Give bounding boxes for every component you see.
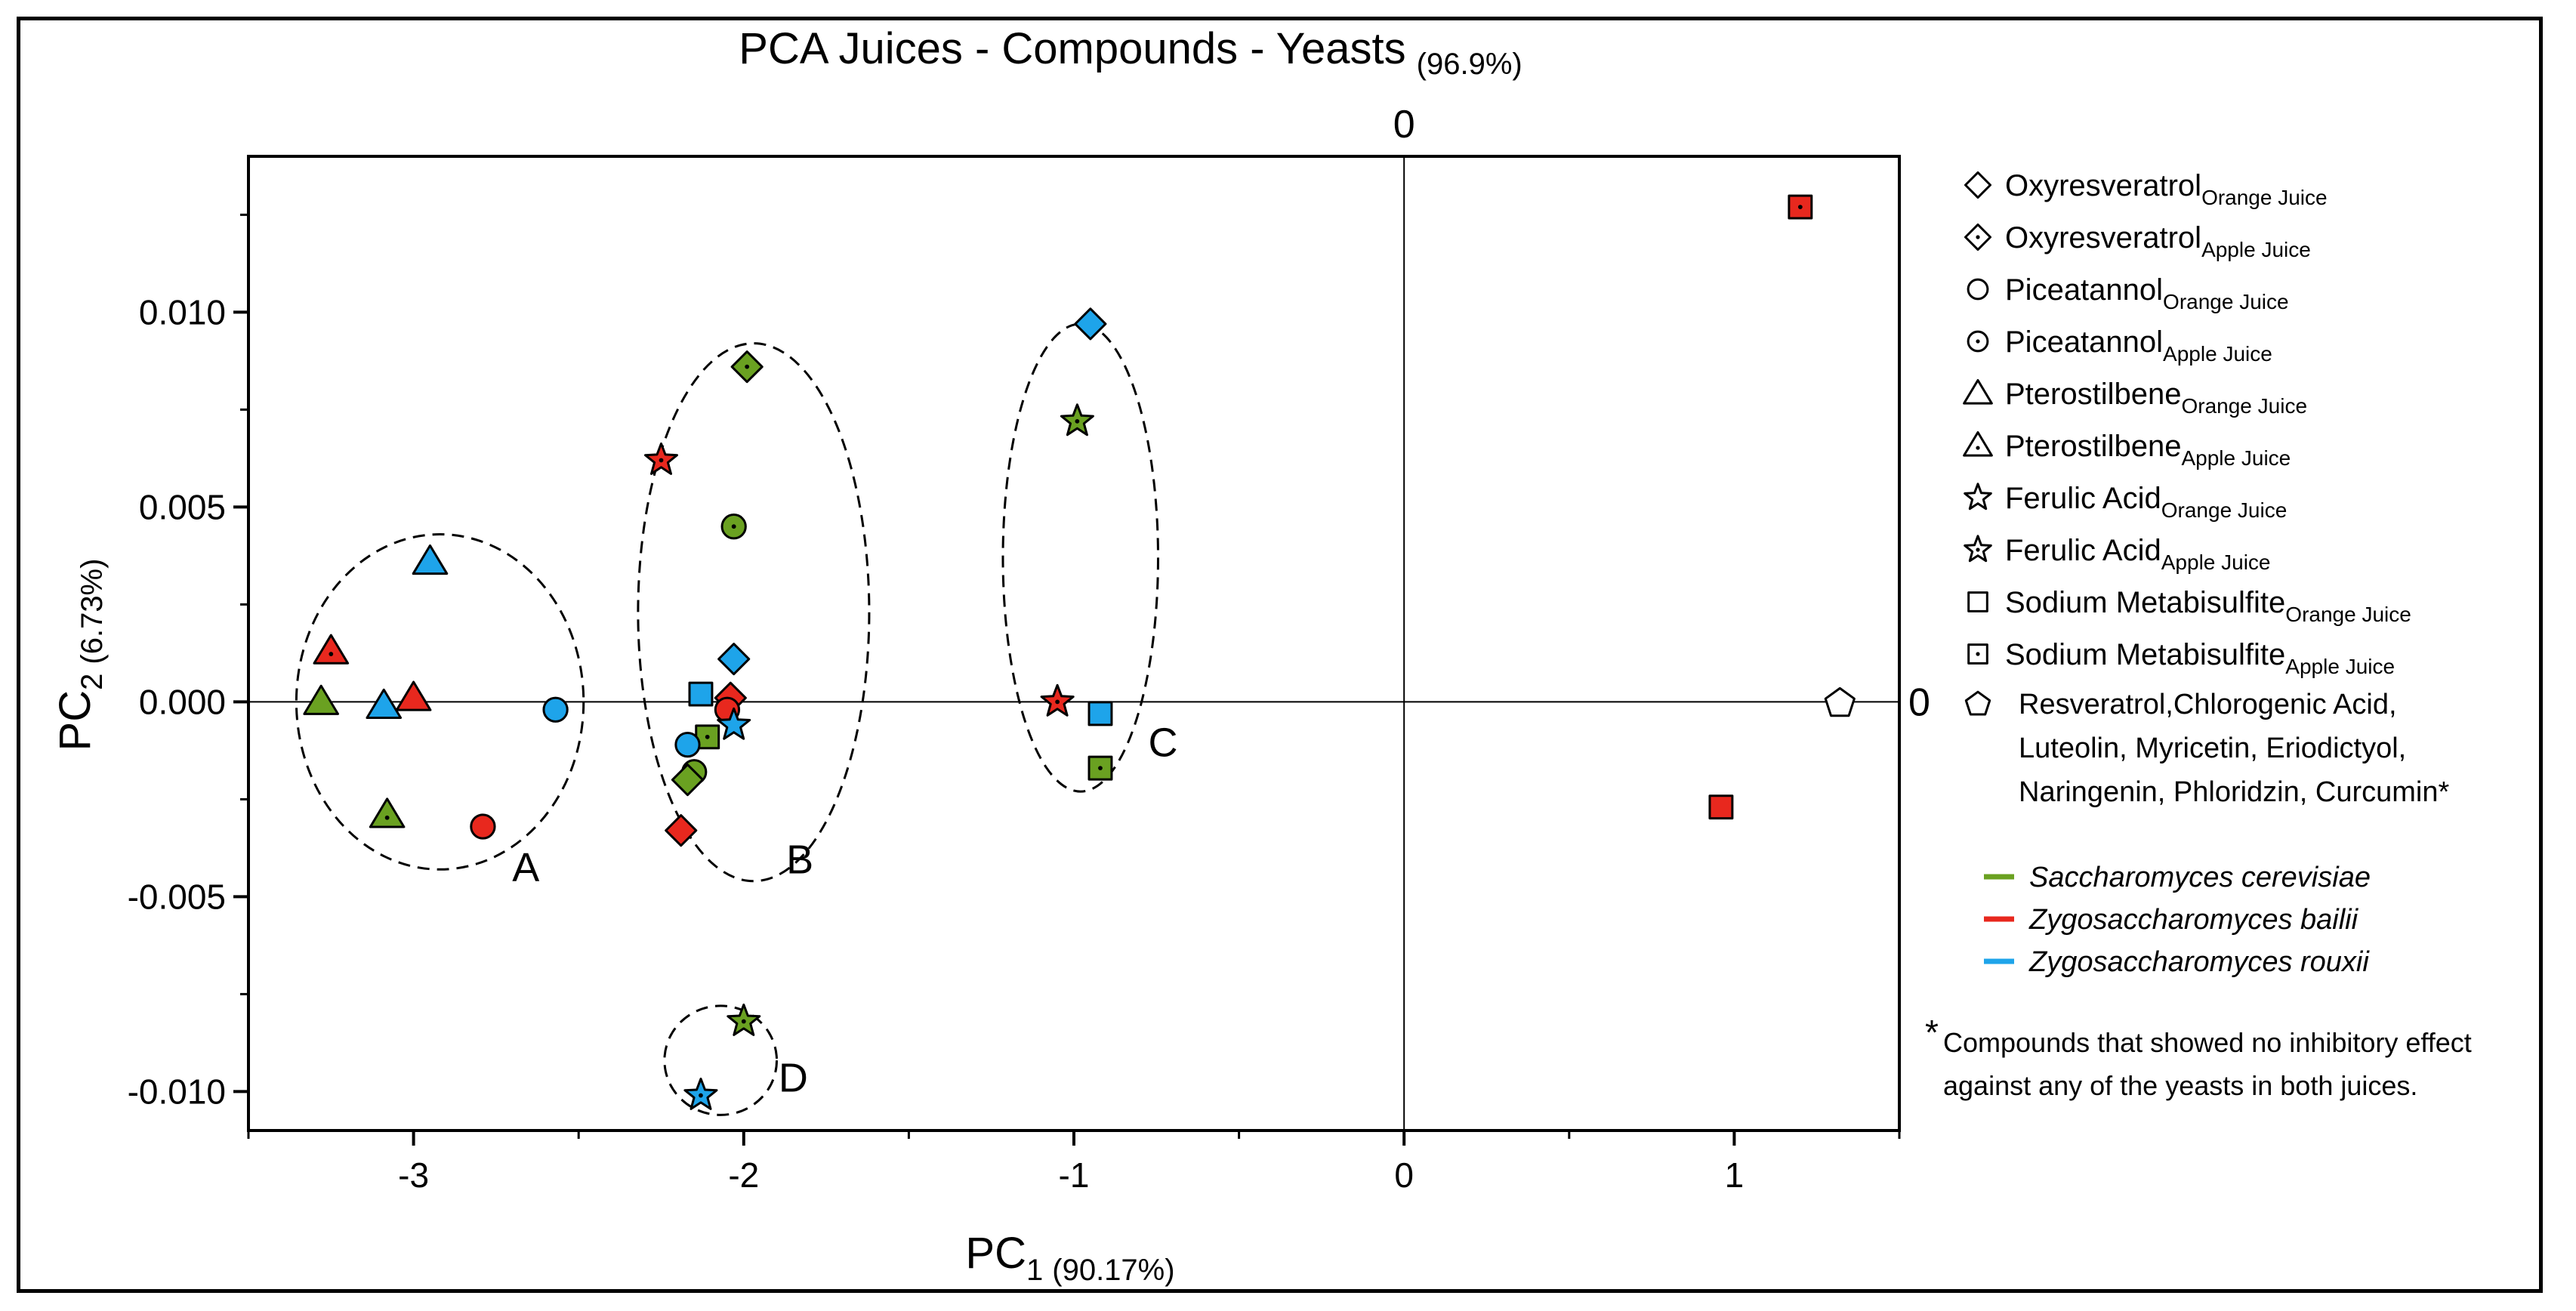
legend-marker-diamond xyxy=(1964,171,1992,199)
data-point xyxy=(366,688,403,719)
data-point xyxy=(1074,307,1107,341)
data-point xyxy=(1087,701,1113,726)
cluster-ellipse-a xyxy=(295,533,585,871)
x-tick-label: -2 xyxy=(728,1155,759,1195)
cluster-ellipse-b xyxy=(637,342,871,883)
legend-marker-star xyxy=(1964,483,1992,511)
legend-compound-label: Ferulic AcidOrange Juice xyxy=(2005,482,2287,522)
data-point xyxy=(665,814,698,847)
legend-compound-label: PiceatannolApple Juice xyxy=(2005,325,2272,366)
y-tick-label: 0.005 xyxy=(139,487,226,526)
data-point xyxy=(395,680,432,711)
legend-marker-square-dot xyxy=(1967,643,1988,665)
legend-pentagon-line: Luteolin, Myricetin, Eriodictyol, xyxy=(2019,733,2406,764)
cluster-label-a: A xyxy=(512,845,539,890)
legend-marker-pentagon xyxy=(1964,690,1991,716)
chart-title: PCA Juices - Compounds - Yeasts (96.9%) xyxy=(739,24,1522,81)
y-tick-label: 0.000 xyxy=(139,682,226,721)
legend-compound-label: PiceatannolOrange Juice xyxy=(2005,273,2289,313)
data-point xyxy=(730,350,764,384)
legend-marker-circle xyxy=(1967,278,1989,301)
legend-pentagon-line: Naringenin, Phloridzin, Curcumin* xyxy=(2019,776,2449,808)
y-tick-label: -0.005 xyxy=(128,877,226,916)
cluster-label-c: C xyxy=(1149,720,1178,766)
footnote-line: against any of the yeasts in both juices… xyxy=(1943,1070,2417,1101)
cluster-ellipse-c xyxy=(1001,322,1159,793)
data-point xyxy=(303,684,339,715)
footnote-asterisk: * xyxy=(1925,1013,1939,1052)
legend-yeast-label: Zygosaccharomyces rouxii xyxy=(2028,946,2370,978)
data-point xyxy=(688,681,714,707)
data-point xyxy=(313,634,350,665)
y-tick-label: -0.010 xyxy=(128,1072,226,1111)
data-point xyxy=(542,696,569,723)
cluster-label-b: B xyxy=(786,837,813,882)
data-point xyxy=(717,643,751,676)
data-point xyxy=(695,724,720,750)
legend-yeast-label: Zygosaccharomyces bailii xyxy=(2028,904,2359,936)
legend-marker-triangle xyxy=(1963,379,1993,405)
data-point xyxy=(412,544,449,575)
data-point xyxy=(1708,794,1734,820)
legend-pentagon-line: Resveratrol,Chlorogenic Acid, xyxy=(2019,689,2397,720)
cluster-label-d: D xyxy=(779,1055,808,1100)
x-axis-label: PC1 (90.17%) xyxy=(965,1229,1174,1287)
data-point xyxy=(369,797,406,828)
data-point xyxy=(727,1003,761,1036)
y-axis-label: PC2(6.73%) xyxy=(51,559,109,751)
data-point xyxy=(720,514,747,540)
data-point xyxy=(1788,194,1813,220)
data-point xyxy=(674,732,701,758)
legend-marker-star-dot xyxy=(1964,535,1992,563)
data-point xyxy=(1087,755,1113,781)
data-point xyxy=(1824,686,1856,717)
data-point xyxy=(644,442,678,475)
footnote-line: Compounds that showed no inhibitory effe… xyxy=(1943,1027,2472,1058)
top-zero-label: 0 xyxy=(1393,103,1415,147)
pca-chart: PCA Juices - Compounds - Yeasts (96.9%) -… xyxy=(51,24,2472,1287)
plot-area-border xyxy=(247,155,1901,1132)
data-point xyxy=(671,763,705,797)
figure-frame: PCA Juices - Compounds - Yeasts (96.9%) -… xyxy=(17,17,2543,1293)
legend-marker-diamond-dot xyxy=(1964,223,1992,251)
legend-marker-circle-dot xyxy=(1967,330,1989,353)
x-tick-label: -3 xyxy=(398,1155,429,1195)
data-point xyxy=(717,707,751,740)
cluster-ellipse-d xyxy=(663,1004,779,1116)
legend-compound-label: PterostilbeneApple Juice xyxy=(2005,430,2291,470)
x-tick-label: 1 xyxy=(1725,1155,1745,1195)
y-tick-label: 0.010 xyxy=(139,292,226,332)
legend-compound-label: OxyresveratrolApple Juice xyxy=(2005,221,2311,261)
legend-marker-square xyxy=(1967,591,1988,612)
data-point xyxy=(1040,683,1075,717)
data-point xyxy=(683,1078,718,1110)
data-point xyxy=(470,813,496,840)
legend-marker-triangle-dot xyxy=(1963,431,1993,457)
x-tick-label: 0 xyxy=(1394,1155,1414,1195)
legend-compound-label: OxyresveratrolOrange Juice xyxy=(2005,169,2328,209)
legend-compound-label: Ferulic AcidApple Juice xyxy=(2005,534,2271,574)
x-tick-label: -1 xyxy=(1059,1155,1090,1195)
legend-compound-label: PterostilbeneOrange Juice xyxy=(2005,378,2307,418)
legend-compound-label: Sodium MetabisulfiteApple Juice xyxy=(2005,638,2395,678)
legend-yeast-label: Saccharomyces cerevisiae xyxy=(2029,862,2371,893)
right-zero-label: 0 xyxy=(1908,680,1930,724)
legend-compound-label: Sodium MetabisulfiteOrange Juice xyxy=(2005,586,2411,626)
data-point xyxy=(1060,403,1094,436)
